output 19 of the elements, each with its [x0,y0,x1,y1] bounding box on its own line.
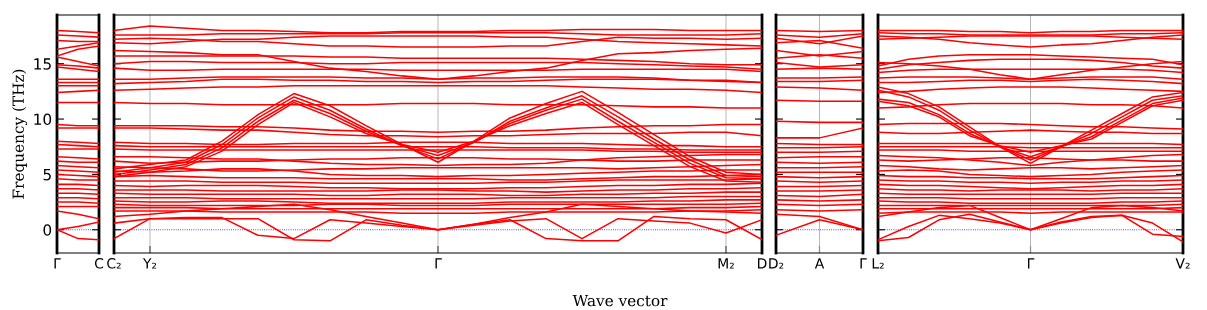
x-tick-label: C [94,258,104,269]
x-tick-label: Γ [435,258,442,269]
y-tick-label: 15 [34,58,51,70]
x-tick-label: Y₂ [142,258,157,269]
x-tick-label: D₂ [769,258,784,269]
x-tick-label: Γ [54,258,61,269]
x-tick-label: L₂ [872,258,884,269]
y-tick-label: 10 [34,113,52,126]
x-tick-label: Γ [860,258,867,269]
y-tick-label: 0 [43,224,52,236]
y-axis-title: Frequency (THz) [12,69,28,199]
x-axis-title: Wave vector [572,294,668,307]
x-tick-label: M₂ [718,258,734,269]
x-tick-label: Γ [1027,258,1035,269]
x-tick-label: A [814,258,825,269]
x-tick-label: V₂ [1175,258,1190,269]
x-tick-label: C₂ [107,258,121,269]
x-tick-label: D [758,258,767,269]
y-tick-label: 5 [43,169,51,181]
